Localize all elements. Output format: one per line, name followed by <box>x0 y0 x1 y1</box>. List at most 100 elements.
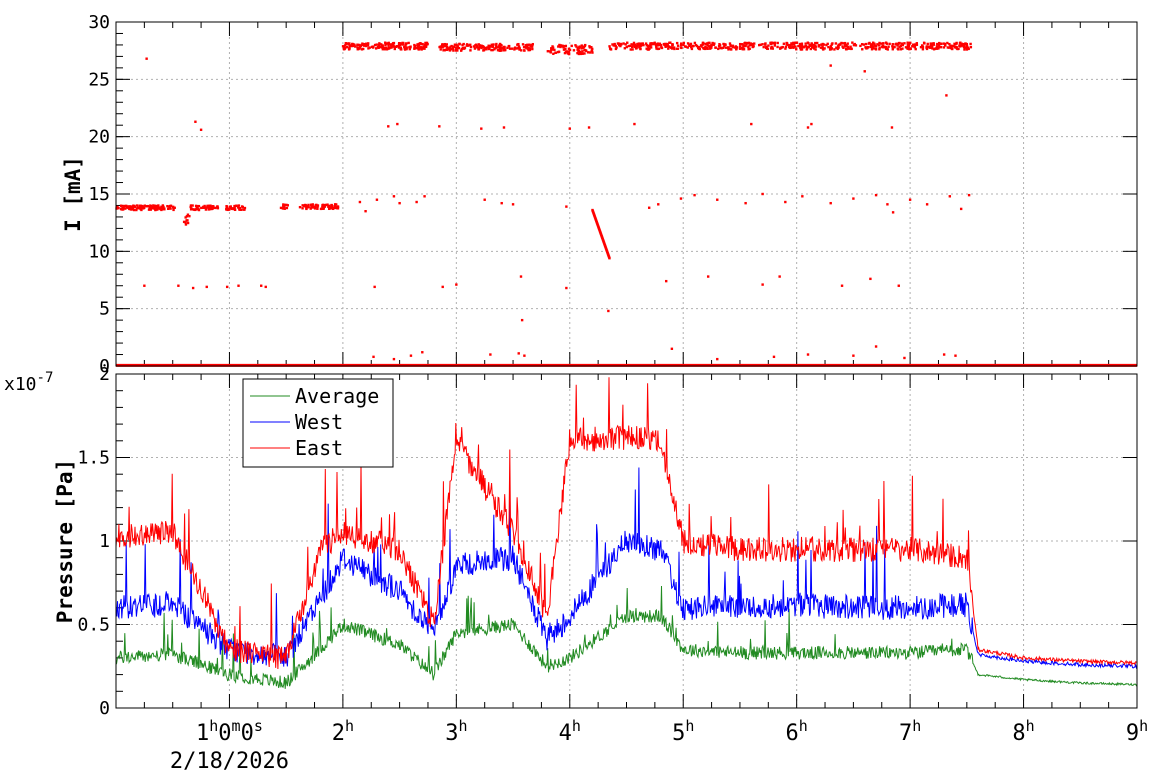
current-point <box>666 44 669 47</box>
current-point <box>188 214 191 218</box>
current-point <box>233 204 236 208</box>
current-point <box>870 48 874 51</box>
current-point <box>802 46 805 49</box>
current-point <box>936 42 939 46</box>
x-tick-second-unit: s <box>254 717 263 735</box>
current-point <box>638 46 641 49</box>
current-point <box>166 204 169 208</box>
current-point <box>562 45 565 49</box>
current-point <box>186 221 190 225</box>
current-point <box>207 208 210 211</box>
current-point <box>613 42 616 46</box>
current-point <box>870 43 874 47</box>
current-point <box>322 206 325 210</box>
current-point <box>161 206 164 210</box>
pressure-axis-title: Pressure [Pa] <box>53 459 77 623</box>
current-point <box>161 204 165 207</box>
current-point <box>632 41 636 45</box>
current-point <box>518 47 521 51</box>
current-point <box>717 47 720 51</box>
current-point <box>197 208 201 212</box>
current-point <box>724 46 727 49</box>
current-point <box>521 43 525 46</box>
current-point <box>893 45 896 49</box>
current-point <box>925 203 929 206</box>
current-point <box>345 45 349 49</box>
current-point <box>664 42 667 46</box>
current-point <box>184 221 187 224</box>
current-point <box>167 207 170 211</box>
current-point <box>568 48 572 52</box>
current-point <box>475 46 478 49</box>
current-point <box>707 45 711 48</box>
current-point <box>332 206 335 210</box>
current-point <box>721 46 725 50</box>
current-point <box>869 277 872 281</box>
current-point <box>421 351 424 354</box>
current-point <box>441 46 444 49</box>
current-point <box>186 213 190 216</box>
current-point <box>552 52 555 56</box>
current-point <box>813 44 817 47</box>
current-point <box>469 45 473 49</box>
current-point <box>409 354 413 357</box>
current-point <box>506 46 509 50</box>
current-point <box>446 45 449 49</box>
current-point <box>608 257 611 260</box>
current-point <box>126 206 129 209</box>
current-point <box>579 52 582 56</box>
current-point <box>492 43 495 46</box>
current-point <box>391 42 395 45</box>
current-point <box>420 46 424 49</box>
current-point <box>130 208 134 211</box>
current-point <box>184 223 188 226</box>
current-point <box>800 42 804 45</box>
current-point <box>915 43 919 46</box>
current-point <box>517 45 521 48</box>
current-point <box>901 43 904 47</box>
current-point <box>904 46 908 49</box>
x-tick-second: 0 <box>241 721 254 746</box>
current-point <box>425 41 429 45</box>
current-point <box>405 46 408 49</box>
current-point <box>776 45 779 49</box>
current-point <box>744 201 747 205</box>
current-point <box>649 46 653 49</box>
current-point <box>614 44 617 48</box>
current-point <box>784 47 787 50</box>
current-point <box>282 205 285 208</box>
current-point <box>370 45 374 49</box>
current-point <box>762 45 765 49</box>
current-point <box>393 47 396 51</box>
current-point <box>302 204 306 208</box>
current-point <box>745 41 749 45</box>
current-point <box>211 207 214 210</box>
current-point <box>528 43 531 46</box>
current-point <box>923 42 926 45</box>
current-point <box>954 354 957 357</box>
current-point <box>282 203 285 206</box>
current-point <box>226 208 229 212</box>
x-tick-hour: 4 <box>559 721 572 746</box>
top-ytick-label: 0 <box>99 356 110 377</box>
current-point <box>747 45 750 49</box>
current-point <box>135 204 139 207</box>
current-point <box>316 205 319 209</box>
current-point <box>358 43 361 47</box>
top-ytick-label: 25 <box>88 69 110 90</box>
current-point <box>794 45 797 48</box>
x-tick-label: 5h <box>672 717 694 746</box>
current-point <box>493 48 496 51</box>
current-point <box>801 195 804 198</box>
current-point <box>523 354 526 357</box>
current-point <box>456 46 459 49</box>
current-point <box>484 46 487 50</box>
current-point <box>702 47 706 50</box>
bottom-ytick-label: 0 <box>99 698 110 719</box>
current-point <box>489 353 492 356</box>
current-point <box>185 215 189 218</box>
current-point <box>881 44 885 48</box>
current-point <box>646 44 650 48</box>
